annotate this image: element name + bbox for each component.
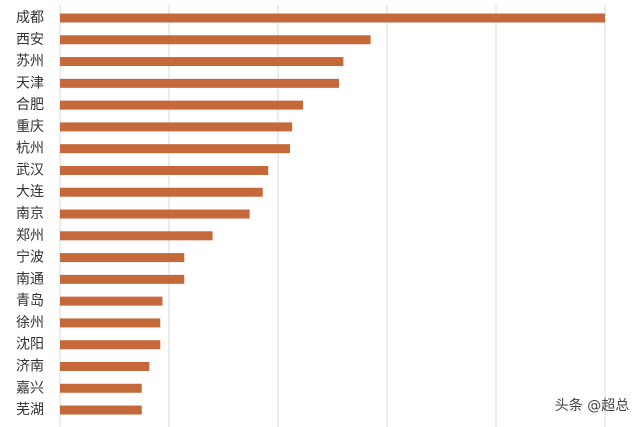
bar (60, 253, 185, 263)
bar (60, 361, 150, 371)
y-tick-label: 大连 (16, 184, 44, 200)
y-tick-label: 天津 (16, 75, 44, 91)
y-tick-label: 重庆 (16, 119, 44, 135)
y-tick-label: 沈阳 (16, 337, 44, 353)
y-tick-label: 西安 (16, 32, 44, 48)
y-tick-label: 成都 (16, 10, 44, 26)
y-tick-label: 苏州 (16, 54, 44, 70)
bar (60, 78, 340, 88)
bar (60, 405, 142, 415)
y-tick-label: 宁波 (16, 249, 44, 266)
bar (60, 57, 344, 67)
bar (60, 165, 269, 175)
bar (60, 13, 605, 23)
y-tick-label: 芜湖 (16, 401, 44, 418)
bar (60, 35, 371, 45)
bar (60, 122, 293, 132)
bar (60, 187, 263, 197)
y-tick-label: 青岛 (16, 293, 44, 309)
bar (60, 318, 161, 328)
y-tick-label: 嘉兴 (16, 380, 44, 396)
y-tick-label: 武汉 (16, 162, 44, 178)
bar (60, 296, 163, 306)
bar (60, 209, 250, 219)
watermark: 头条 @超总 (555, 397, 629, 414)
y-tick-label: 南京 (16, 206, 44, 222)
y-tick-label: 合肥 (16, 97, 44, 113)
bar (60, 231, 213, 241)
bar (60, 340, 161, 350)
bar (60, 274, 185, 284)
bar (60, 100, 304, 110)
y-tick-label: 郑州 (16, 228, 44, 244)
bar (60, 144, 290, 154)
y-tick-label: 杭州 (16, 141, 44, 157)
y-tick-label: 徐州 (16, 315, 44, 331)
y-tick-label: 济南 (16, 358, 44, 374)
y-tick-label: 南通 (16, 271, 44, 287)
bar (60, 383, 142, 393)
